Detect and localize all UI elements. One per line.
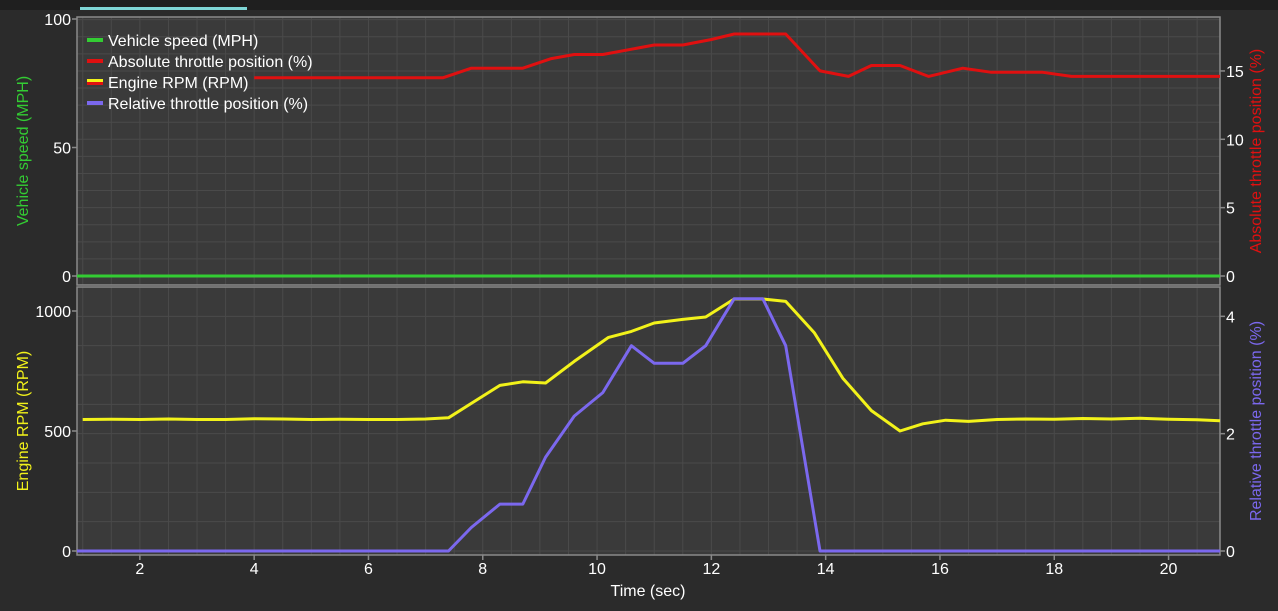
legend-label: Absolute throttle position (%) — [108, 54, 313, 71]
plot-panel-1 — [77, 17, 1220, 285]
x-tick-label: 18 — [1045, 561, 1063, 578]
y-right-axis-title: Absolute throttle position (%) — [1248, 49, 1265, 254]
x-tick-label: 16 — [931, 561, 949, 578]
legend-swatch — [87, 101, 103, 105]
x-tick-label: 14 — [817, 561, 835, 578]
x-axis-title: Time (sec) — [611, 583, 686, 600]
x-tick-label: 4 — [250, 561, 259, 578]
legend-swatch — [87, 59, 103, 63]
y-left-tick-label: 0 — [62, 544, 71, 561]
y-left-axis-title: Vehicle speed (MPH) — [15, 76, 32, 226]
series-line-relative-throttle-position — [77, 297, 1220, 553]
tab-indicator — [80, 7, 247, 10]
x-tick-label: 6 — [364, 561, 373, 578]
y-right-tick-label: 5 — [1226, 201, 1235, 218]
x-tick-label: 12 — [702, 561, 720, 578]
plot-frame-1 — [76, 16, 1221, 286]
y-left-tick-label: 500 — [44, 424, 71, 441]
series-line-engine-rpm-rpm — [82, 297, 1221, 433]
x-tick-label: 8 — [478, 561, 487, 578]
y-left-tick-label: 100 — [44, 12, 71, 29]
y-right-tick-label: 2 — [1226, 427, 1235, 444]
x-tick-label: 20 — [1160, 561, 1178, 578]
top-bar — [0, 0, 1278, 10]
legend-swatch — [87, 79, 103, 82]
y-right-tick-label: 0 — [1226, 269, 1235, 286]
legend-swatch-secondary — [87, 82, 103, 85]
y-left-axis-title: Engine RPM (RPM) — [15, 351, 32, 491]
plot-frame-2 — [76, 286, 1221, 556]
legend-label: Vehicle speed (MPH) — [108, 33, 258, 50]
y-right-tick-label: 4 — [1226, 309, 1235, 326]
legend-label: Relative throttle position (%) — [108, 96, 308, 113]
x-tick-label: 10 — [588, 561, 606, 578]
legend-label: Engine RPM (RPM) — [108, 75, 248, 92]
x-tick-label: 2 — [135, 561, 144, 578]
y-right-axis-title: Relative throttle position (%) — [1248, 321, 1265, 521]
y-right-tick-label: 0 — [1226, 544, 1235, 561]
y-right-tick-label: 10 — [1226, 132, 1244, 149]
plot-panel-2 — [77, 287, 1220, 555]
y-right-tick-label: 15 — [1226, 64, 1244, 81]
y-left-tick-label: 1000 — [35, 304, 71, 321]
series-line-absolute-throttle-position — [254, 32, 1220, 80]
y-left-tick-label: 50 — [53, 141, 71, 158]
y-left-tick-label: 0 — [62, 269, 71, 286]
legend-swatch — [87, 38, 103, 42]
